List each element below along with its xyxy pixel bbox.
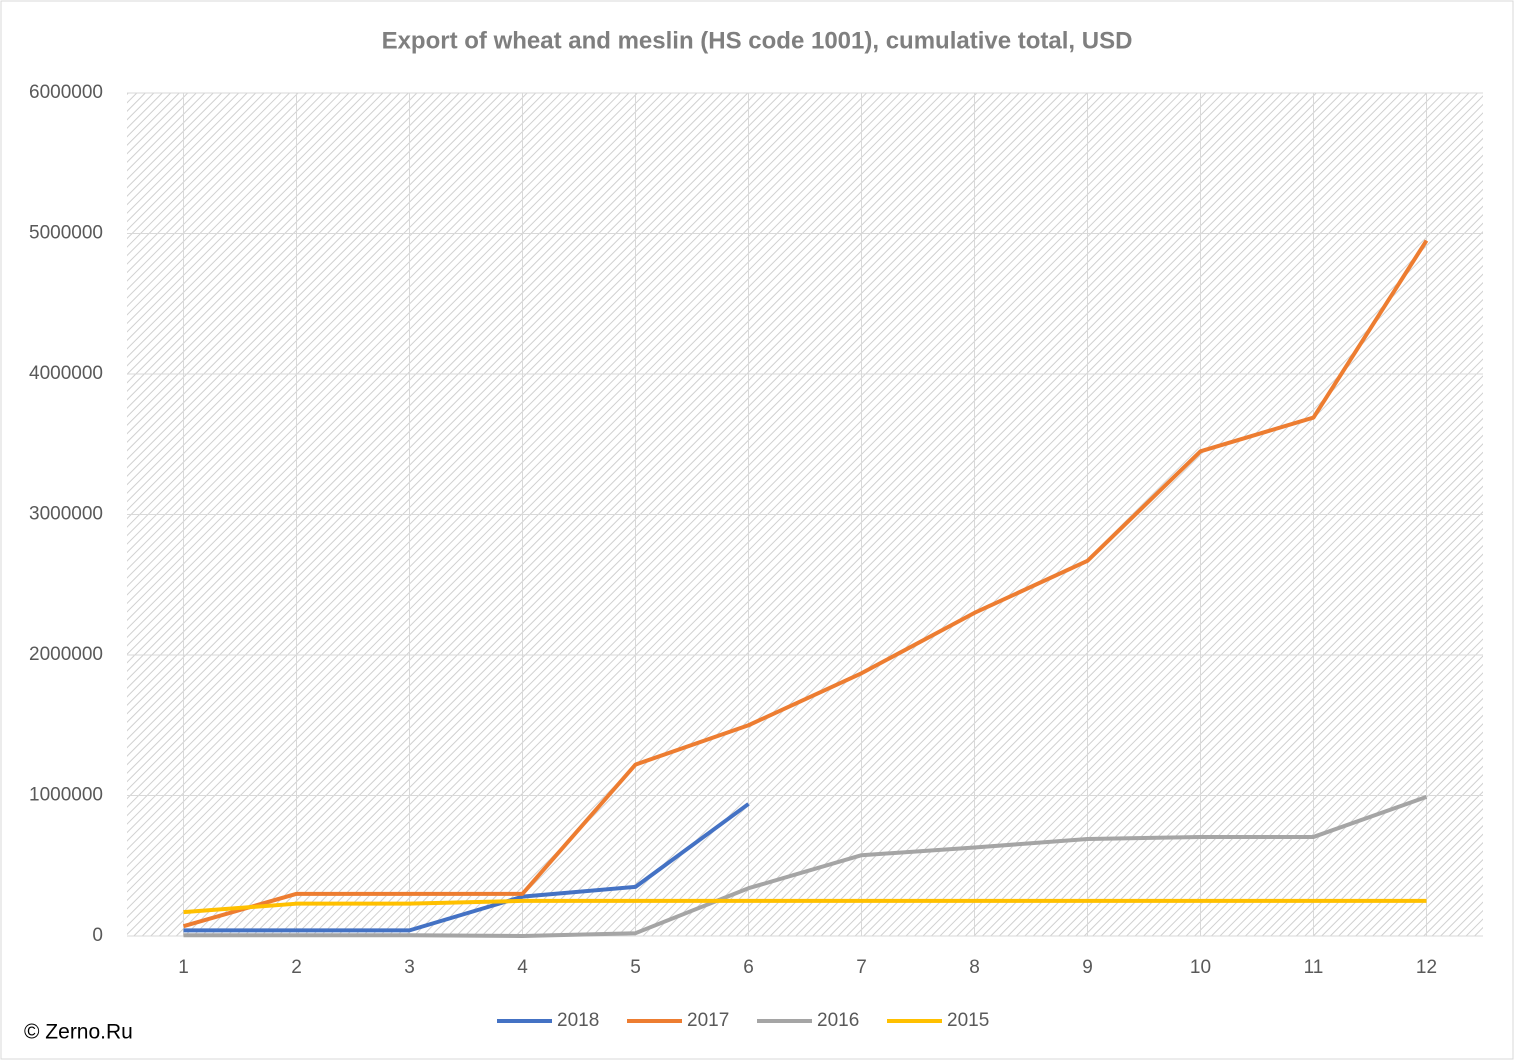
y-tick-label: 6000000	[29, 82, 103, 103]
chart-title: Export of wheat and meslin (HS code 1001…	[382, 27, 1133, 54]
series-line	[183, 795, 1428, 938]
legend-label: 2016	[817, 1010, 859, 1031]
x-tick-label: 8	[969, 957, 980, 978]
legend-label: 2015	[947, 1010, 989, 1031]
series-line	[182, 239, 1429, 929]
series-line	[183, 898, 1427, 915]
x-tick-label: 12	[1416, 957, 1437, 978]
x-tick-label: 6	[743, 957, 754, 978]
x-tick-label: 10	[1190, 957, 1211, 978]
legend-label: 2018	[557, 1010, 599, 1031]
y-tick-label: 4000000	[29, 363, 103, 384]
y-tick-label: 5000000	[29, 223, 103, 244]
x-tick-label: 11	[1304, 957, 1324, 978]
x-tick-label: 1	[178, 957, 189, 978]
series-line	[183, 802, 750, 933]
x-tick-label: 7	[856, 957, 867, 978]
legend-label: 2017	[687, 1010, 729, 1031]
x-tick-label: 3	[404, 957, 415, 978]
x-tick-label: 9	[1082, 957, 1093, 978]
y-tick-label: 2000000	[29, 644, 103, 665]
x-tick-label: 2	[291, 957, 302, 978]
x-tick-label: 5	[630, 957, 641, 978]
x-tick-label: 4	[517, 957, 528, 978]
y-tick-label: 3000000	[29, 504, 103, 525]
y-tick-label: 1000000	[29, 785, 103, 806]
source: © Zerno.Ru	[24, 1021, 133, 1044]
y-tick-label: 0	[92, 925, 103, 946]
